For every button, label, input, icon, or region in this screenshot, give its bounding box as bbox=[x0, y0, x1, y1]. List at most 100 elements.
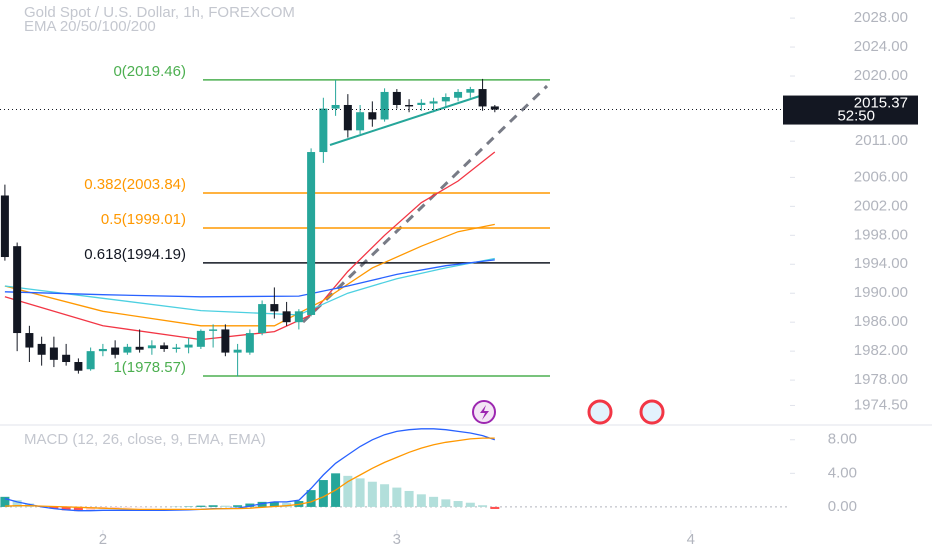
candle-body bbox=[25, 333, 34, 348]
macd-histogram-bar bbox=[208, 505, 218, 507]
y-tick-label: 1990.00 bbox=[854, 284, 908, 301]
candle-body bbox=[135, 346, 144, 350]
candle-body bbox=[258, 304, 267, 334]
price-label-box bbox=[783, 95, 918, 125]
countdown-label: 52:50 bbox=[837, 108, 875, 125]
ema-line bbox=[4, 223, 495, 327]
macd-histogram-bar bbox=[404, 490, 414, 507]
macd-histogram-bar bbox=[61, 506, 71, 511]
y-tick-label: 4.00 bbox=[828, 464, 857, 481]
x-tick-label: 4 bbox=[687, 531, 695, 548]
trend-line-dashed bbox=[301, 84, 549, 324]
candle-body bbox=[49, 347, 58, 360]
candle-body bbox=[37, 343, 46, 355]
macd-histogram-bar bbox=[220, 505, 230, 507]
y-tick-label: 8.00 bbox=[828, 431, 857, 448]
macd-histogram-bar bbox=[355, 478, 365, 507]
macd-histogram-bar bbox=[490, 506, 500, 510]
y-tick-label: 1982.00 bbox=[854, 342, 908, 359]
candle-body bbox=[209, 329, 218, 331]
x-tick-label: 2 bbox=[99, 531, 107, 548]
macd-title: MACD (12, 26, close, 9, EMA, EMA) bbox=[24, 431, 266, 448]
macd-histogram-bar bbox=[441, 499, 451, 507]
candle-body bbox=[368, 112, 377, 120]
macd-histogram-bar bbox=[453, 501, 463, 507]
candle-body bbox=[147, 345, 156, 349]
candle-body bbox=[392, 91, 401, 105]
marks: 0(2019.46) 0.382(2003.84) 0.5(1999.01) 0.61… bbox=[0, 63, 790, 512]
trend-line bbox=[329, 93, 487, 146]
y-tick-label: 1978.00 bbox=[854, 371, 908, 388]
chart-title: Gold Spot / U.S. Dollar, 1h, FOREXCOM bbox=[24, 4, 295, 21]
candle-body bbox=[478, 89, 487, 107]
ema-line bbox=[4, 259, 495, 298]
fib-label: 0(2019.46) bbox=[113, 63, 186, 80]
event-icon bbox=[480, 405, 489, 420]
y-tick-label: 2020.00 bbox=[854, 67, 908, 84]
y-tick-label: 1994.00 bbox=[854, 255, 908, 272]
macd-histogram-bar bbox=[478, 505, 488, 507]
macd-histogram-bar bbox=[416, 494, 426, 507]
macd-histogram-bar bbox=[110, 506, 120, 509]
candle-body bbox=[184, 344, 193, 348]
candle-body bbox=[380, 91, 389, 120]
indicator-label: EMA 20/50/100/200 bbox=[24, 18, 156, 35]
macd-histogram-bar bbox=[257, 501, 267, 507]
macd-line bbox=[4, 437, 495, 511]
y-tick-label: 2002.00 bbox=[854, 197, 908, 214]
macd-histogram-bar bbox=[306, 490, 316, 507]
macd-histogram-bar bbox=[465, 502, 475, 507]
y-tick-label: 1998.00 bbox=[854, 226, 908, 243]
macd-histogram-bar bbox=[429, 496, 439, 507]
fib-label: 0.382(2003.84) bbox=[84, 176, 186, 193]
x-tick-label: 3 bbox=[393, 531, 401, 548]
ema-line bbox=[4, 151, 496, 341]
macd-histogram-bar bbox=[86, 506, 96, 511]
candle-body bbox=[86, 351, 95, 370]
candle-body bbox=[441, 97, 450, 102]
candle-body bbox=[429, 101, 438, 104]
macd-histogram-bar bbox=[49, 506, 59, 509]
y-tick-label: 2024.00 bbox=[854, 38, 908, 55]
candle-body bbox=[111, 347, 120, 355]
candle-body bbox=[307, 152, 316, 315]
y-tick-label: 2006.00 bbox=[854, 168, 908, 185]
macd-histogram-bar bbox=[196, 505, 206, 507]
macd-histogram-bar bbox=[318, 480, 328, 507]
candle-body bbox=[160, 345, 169, 349]
price-label: 2015.37 bbox=[854, 95, 908, 112]
candle-body bbox=[98, 348, 107, 352]
fib-label: 0.618(1994.19) bbox=[84, 246, 186, 263]
macd-histogram-bar bbox=[392, 487, 402, 507]
candle-body bbox=[233, 349, 242, 353]
flag-icon bbox=[587, 399, 613, 425]
macd-histogram-bar bbox=[73, 506, 83, 512]
event-icons bbox=[472, 399, 665, 425]
candle-body bbox=[356, 112, 365, 131]
y-tick-label: 0.00 bbox=[828, 498, 857, 515]
candle-body bbox=[294, 311, 303, 323]
macd-histogram-bar bbox=[343, 475, 353, 507]
macd-histogram-bar bbox=[233, 505, 243, 507]
macd-histogram-bar bbox=[122, 506, 132, 508]
y-tick-label: 1986.00 bbox=[854, 313, 908, 330]
candle-body bbox=[282, 311, 291, 323]
candle-body bbox=[319, 108, 328, 153]
candle-body bbox=[172, 347, 181, 349]
candle-body bbox=[221, 329, 230, 353]
candle-body bbox=[405, 104, 414, 107]
y-tick-label: 2011.00 bbox=[855, 132, 908, 149]
macd-histogram-bar bbox=[282, 502, 292, 507]
y-tick-label: 2028.00 bbox=[854, 9, 908, 26]
candle-body bbox=[417, 102, 426, 105]
macd-histogram-bar bbox=[245, 503, 255, 507]
macd-line bbox=[4, 428, 496, 512]
candle-body bbox=[454, 91, 463, 98]
candle-body bbox=[270, 304, 279, 312]
candle-body bbox=[466, 89, 475, 93]
macd-histogram-bar bbox=[367, 481, 377, 507]
candle-body bbox=[62, 354, 71, 363]
candle-body bbox=[123, 346, 132, 353]
